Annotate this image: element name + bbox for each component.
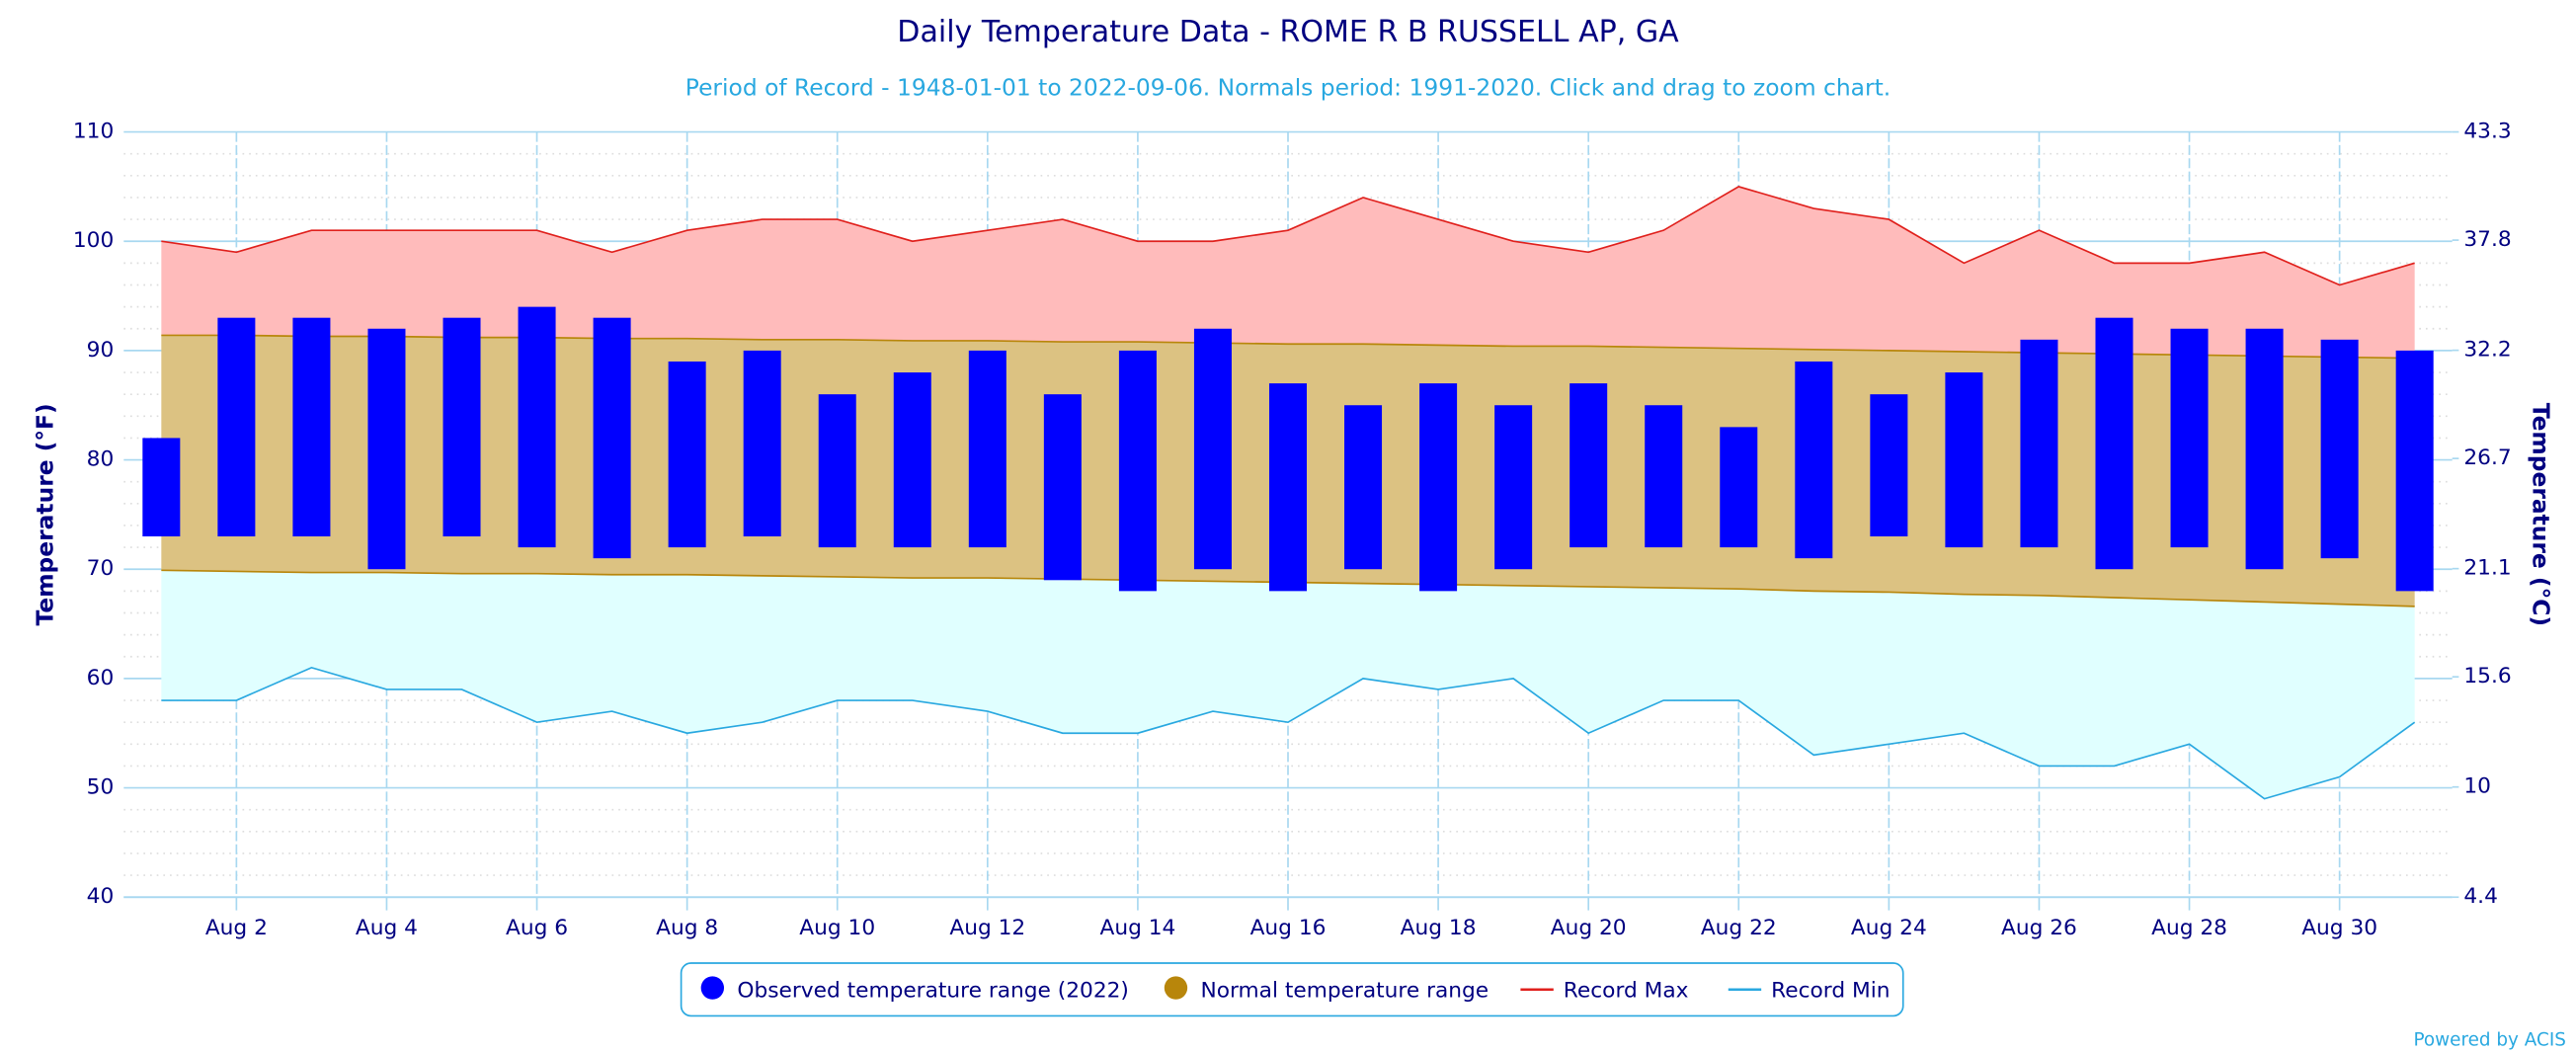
- observed-bar: [818, 394, 856, 548]
- observed-bar: [217, 317, 256, 537]
- y2-tick-label: 43.3: [2463, 120, 2511, 144]
- legend-box: [680, 962, 1904, 1017]
- observed-bar: [142, 438, 181, 537]
- observed-bar: [743, 350, 781, 537]
- x-tick-label: Aug 12: [949, 916, 1025, 940]
- x-tick-label: Aug 10: [799, 916, 875, 940]
- y-tick-label: 40: [87, 884, 115, 909]
- x-tick-label: Aug 2: [205, 916, 268, 940]
- x-tick-label: Aug 18: [1401, 916, 1477, 940]
- observed-bar: [893, 372, 931, 548]
- observed-bar: [2020, 339, 2058, 548]
- chart-subtitle: Period of Record - 1948-01-01 to 2022-09…: [685, 74, 1891, 102]
- record-max-line: [161, 185, 2415, 286]
- record-min-line: [161, 666, 2416, 800]
- legend-label: Record Max: [1564, 978, 1689, 1003]
- y-tick-label: 110: [73, 120, 114, 144]
- legend-symbol: [1164, 976, 1188, 1000]
- y2-tick-label: 10: [2463, 774, 2491, 799]
- x-tick-label: Aug 26: [2001, 916, 2077, 940]
- x-tick-label: Aug 16: [1250, 916, 1327, 940]
- y-tick-label: 70: [87, 556, 115, 581]
- observed-bar: [292, 317, 331, 537]
- observed-bar: [1720, 427, 1758, 548]
- observed-bar: [1795, 361, 1833, 559]
- observed-bar: [1870, 394, 1908, 537]
- y2-tick-label: 4.4: [2463, 884, 2498, 909]
- legend-label: Normal temperature range: [1201, 978, 1489, 1003]
- observed-bar: [1570, 383, 1608, 548]
- observed-bar: [1268, 383, 1308, 592]
- y2-tick-label: 15.6: [2463, 664, 2511, 688]
- record-max-area: [161, 186, 2415, 359]
- observed-bar: [1344, 405, 1383, 570]
- observed-bar: [968, 350, 1006, 548]
- observed-bar: [1945, 372, 1983, 548]
- observed-bar: [1118, 350, 1157, 592]
- credit: Powered by ACIS: [2414, 1029, 2566, 1050]
- y-tick-label: 50: [87, 775, 115, 800]
- observed-bar: [1494, 405, 1533, 570]
- x-tick-label: Aug 4: [356, 916, 418, 940]
- x-tick-label: Aug 22: [1701, 916, 1777, 940]
- x-tick-label: Aug 14: [1099, 916, 1175, 940]
- observed-bar: [668, 361, 706, 548]
- observed-bar: [2320, 339, 2359, 559]
- y2-tick-label: 26.7: [2463, 446, 2511, 470]
- observed-bar: [518, 306, 556, 548]
- legend-symbol: [700, 976, 725, 1000]
- observed-bar: [2170, 328, 2209, 548]
- observed-bar: [2245, 328, 2284, 570]
- x-tick-label: Aug 28: [2151, 916, 2227, 940]
- chart-title: Daily Temperature Data - ROME R B RUSSEL…: [897, 15, 1679, 49]
- x-tick-label: Aug 6: [506, 916, 568, 940]
- y-axis-label: Temperature (°F): [31, 403, 58, 625]
- y-tick-label: 100: [73, 228, 114, 253]
- legend-label: Observed temperature range (2022): [737, 978, 1129, 1003]
- y-tick-label: 90: [87, 338, 115, 363]
- y-tick-label: 80: [87, 447, 115, 472]
- x-tick-label: Aug 8: [656, 916, 718, 940]
- observed-bar: [443, 317, 481, 537]
- observed-bar: [2395, 350, 2434, 592]
- x-tick-label: Aug 24: [1851, 916, 1927, 940]
- x-tick-label: Aug 30: [2301, 916, 2377, 940]
- observed-bar: [593, 317, 631, 559]
- observed-bar: [1419, 383, 1458, 592]
- x-tick-label: Aug 20: [1551, 916, 1627, 940]
- legend-label: Record Min: [1771, 978, 1890, 1003]
- observed-bar: [1645, 405, 1683, 548]
- y2-tick-label: 21.1: [2463, 556, 2511, 581]
- y-tick-label: 60: [87, 666, 115, 690]
- y2-tick-label: 37.8: [2463, 227, 2511, 252]
- observed-bar: [367, 328, 406, 570]
- y2-axis-label: Temperature (°C): [2528, 403, 2555, 626]
- observed-bar: [1193, 328, 1232, 570]
- observed-bar: [2095, 317, 2133, 570]
- y2-tick-label: 32.2: [2463, 338, 2511, 363]
- observed-bar: [1043, 394, 1082, 581]
- record-min-area: [161, 570, 2415, 799]
